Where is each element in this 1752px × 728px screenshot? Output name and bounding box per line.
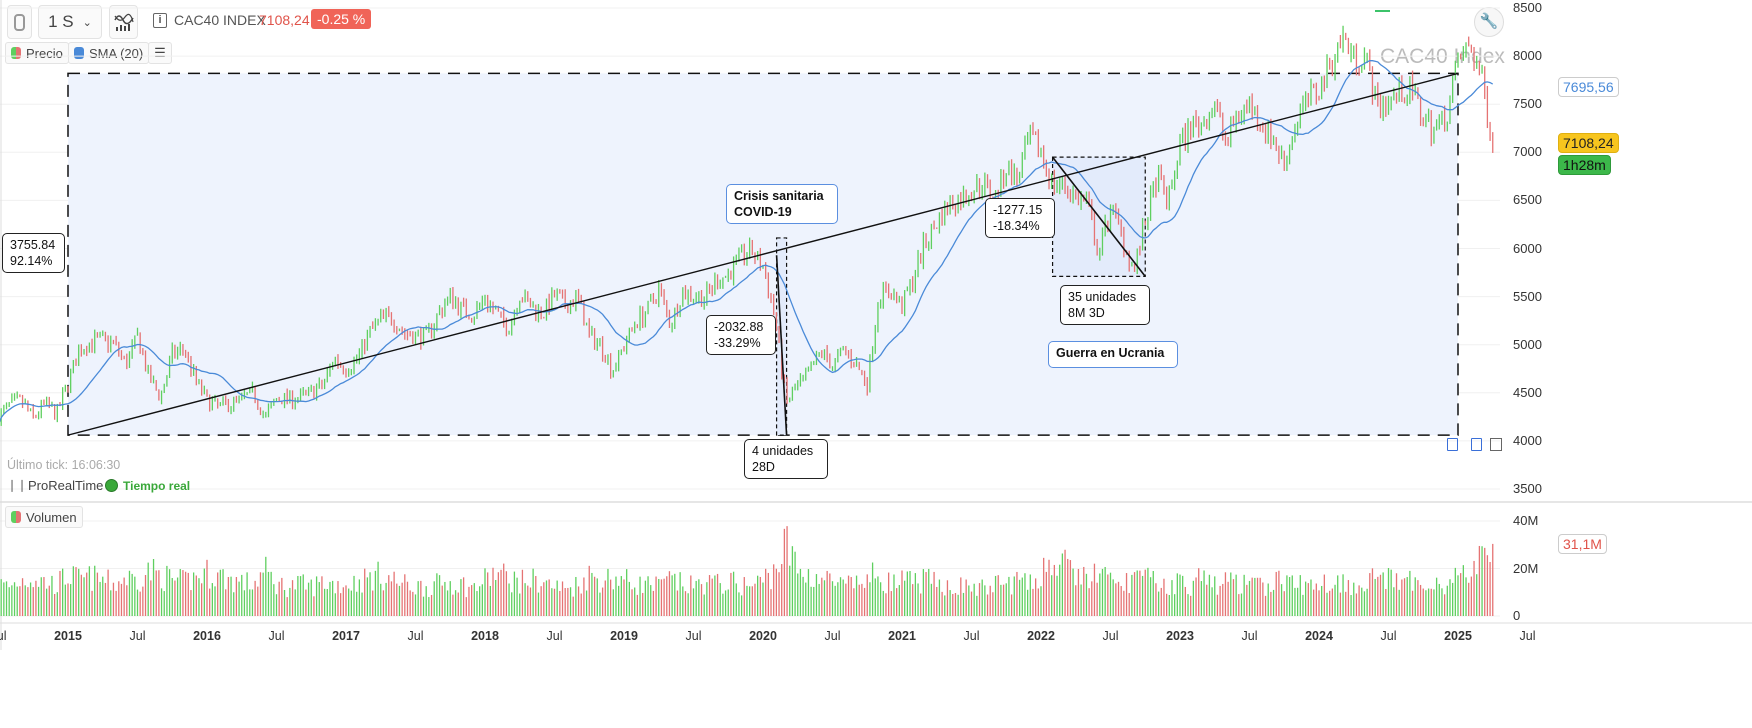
price-tick: 3500 (1513, 481, 1542, 496)
instrument-name: CAC40 INDEX (174, 12, 266, 28)
legend-sma[interactable]: SMA (20) (68, 42, 150, 64)
time-tick: 2021 (888, 629, 916, 643)
covid-drop-line (775, 255, 788, 436)
time-tick: 2019 (610, 629, 638, 643)
ukraine-move-label[interactable]: -1277.15 -18.34% (985, 198, 1055, 238)
ukraine-title-text: Guerra en Ucrania (1056, 346, 1165, 360)
info-icon[interactable]: i (153, 13, 167, 28)
covid-title-label[interactable]: Crisis sanitaria COVID-19 (726, 184, 838, 224)
price-tick: 7000 (1513, 144, 1542, 160)
candles-icon: ❘❘ (7, 478, 28, 492)
ukraine-drop-line (1051, 156, 1146, 277)
ukraine-duration-bars: 35 unidades (1068, 290, 1137, 304)
covid-duration-time: 28D (752, 460, 775, 474)
settings-button[interactable]: 🔧 (1474, 7, 1504, 37)
time-tick: 2024 (1305, 629, 1333, 643)
time-tick: 2017 (332, 629, 360, 643)
time-tick: 2023 (1166, 629, 1194, 643)
time-tick: 2015 (54, 629, 82, 643)
ukraine-move-points: -1277.15 (993, 203, 1043, 217)
time-tick: Jul (824, 629, 841, 643)
chart-indicators-icon (113, 13, 134, 31)
covid-title-line2: COVID-19 (734, 205, 792, 219)
news-icon[interactable] (1447, 438, 1458, 451)
volume-tick: 40M (1513, 513, 1539, 528)
volume-last-tag: 31,1M (1558, 534, 1607, 554)
legend-volume-label: Volumen (26, 509, 77, 525)
ukraine-move-percent: -18.34% (993, 219, 1040, 233)
price-tick: 8000 (1513, 48, 1542, 64)
ukraine-duration-time: 8M 3D (1068, 306, 1105, 320)
time-tick: Jul (1519, 629, 1536, 643)
covid-duration-label[interactable]: 4 unidades 28D (744, 439, 828, 479)
covid-move-points: -2032.88 (714, 320, 764, 334)
total-move-points: 3755.84 (10, 238, 56, 252)
time-tick: Jul (685, 629, 702, 643)
realtime-status: Tiempo real (123, 479, 191, 493)
time-tick: Jul (407, 629, 424, 643)
volume-tick: 0 (1513, 608, 1521, 623)
price-tick: 8500 (1513, 0, 1542, 15)
timeframe-value: 1 S (48, 12, 74, 31)
indicator-list-button[interactable]: ☰ (148, 42, 172, 64)
realtime-dot-icon (105, 479, 118, 492)
time-tick: 2025 (1444, 629, 1472, 643)
time-tick: 2022 (1027, 629, 1055, 643)
link-icon (14, 13, 25, 31)
sma-color-icon (74, 47, 84, 59)
legend-volume[interactable]: Volumen (5, 506, 83, 528)
price-tick: 5500 (1513, 288, 1542, 304)
total-move-label[interactable]: 3755.84 92.14% (2, 233, 65, 273)
price-tick: 7500 (1513, 96, 1542, 112)
time-tick: Jul (1102, 629, 1119, 643)
change-badge: -0.25 % (311, 9, 372, 29)
time-tick: Jul (963, 629, 980, 643)
last-price-tag: 7108,24 (1558, 133, 1619, 153)
volume-tick: 20M (1513, 560, 1539, 576)
ukraine-title-label[interactable]: Guerra en Ucrania (1048, 341, 1178, 368)
time-tick: Jul (0, 629, 7, 643)
volume-color-icon (11, 511, 21, 523)
time-tick: Jul (129, 629, 146, 643)
covid-move-percent: -33.29% (714, 336, 761, 350)
price-tick: 4500 (1513, 384, 1542, 400)
legend-price-label: Precio (26, 45, 63, 61)
dividend-icon[interactable] (1490, 438, 1502, 451)
ukraine-duration-label[interactable]: 35 unidades 8M 3D (1060, 285, 1150, 325)
sma-value-tag: 7695,56 (1558, 77, 1619, 97)
price-tick: 5000 (1513, 336, 1542, 352)
time-tick: Jul (1380, 629, 1397, 643)
price-tick: 4000 (1513, 432, 1542, 448)
trend-line (67, 72, 1459, 436)
time-tick: 2018 (471, 629, 499, 643)
link-button[interactable] (7, 5, 32, 39)
price-tick: 6000 (1513, 240, 1542, 256)
brand-name: ProRealTime (28, 478, 104, 493)
countdown-tag: 1h28m (1558, 155, 1611, 175)
wrench-icon: 🔧 (1479, 13, 1499, 30)
time-tick: Jul (546, 629, 563, 643)
time-tick: Jul (1241, 629, 1258, 643)
covid-move-label[interactable]: -2032.88 -33.29% (706, 315, 776, 355)
list-icon: ☰ (154, 45, 166, 60)
chevron-down-icon: ⌄ (82, 16, 92, 29)
price-tick: 6500 (1513, 192, 1542, 208)
last-tick-time: Último tick: 16:06:30 (7, 458, 121, 472)
last-price: 7108,24 (259, 12, 310, 28)
news-icon[interactable] (1471, 438, 1482, 451)
legend-sma-label: SMA (20) (89, 45, 144, 61)
total-move-percent: 92.14% (10, 254, 53, 268)
time-tick: Jul (268, 629, 285, 643)
price-color-icon (11, 47, 21, 59)
covid-duration-bars: 4 unidades (752, 444, 814, 458)
time-tick: 2016 (193, 629, 221, 643)
indicators-button[interactable] (109, 5, 138, 39)
sma-line (0, 59, 1494, 423)
timeframe-select[interactable]: 1 S ⌄ (38, 5, 102, 39)
covid-title-line1: Crisis sanitaria (734, 189, 824, 203)
time-tick: 2020 (749, 629, 777, 643)
